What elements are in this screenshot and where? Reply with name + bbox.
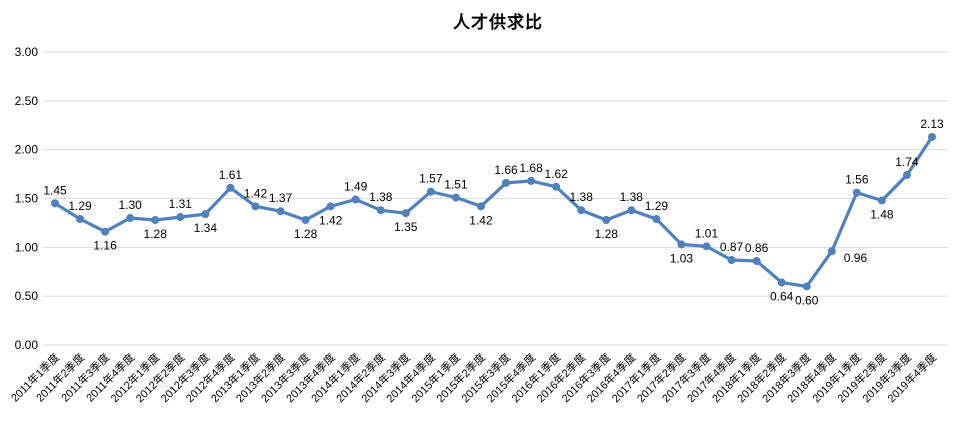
data-point-marker <box>702 242 711 251</box>
data-point-marker <box>527 176 536 185</box>
data-point-label: 1.42 <box>244 186 268 200</box>
data-point-label: 1.38 <box>620 190 644 204</box>
data-point-label: 1.42 <box>319 213 343 227</box>
data-point-marker <box>476 202 485 211</box>
data-point-label: 1.45 <box>43 183 67 197</box>
data-point-label: 1.56 <box>845 173 869 187</box>
data-point-marker <box>201 210 210 219</box>
data-point-marker <box>752 257 761 266</box>
gridlines <box>43 51 948 346</box>
data-point-label: 1.03 <box>670 251 694 265</box>
data-point-marker <box>827 247 836 256</box>
series-line <box>53 135 934 288</box>
y-axis-labels: 0.00 0.50 1.00 1.50 2.00 2.50 3.00 <box>15 45 39 352</box>
data-series <box>51 132 936 291</box>
data-point-label: 1.28 <box>294 227 318 241</box>
data-point-marker <box>627 206 636 215</box>
data-point-marker <box>552 182 561 191</box>
data-point-label: 1.66 <box>494 163 518 177</box>
data-point-marker <box>326 202 335 211</box>
data-point-label: 1.01 <box>695 226 719 240</box>
data-point-label: 1.31 <box>169 197 193 211</box>
data-point-marker <box>677 240 686 249</box>
data-point-marker <box>902 171 911 180</box>
data-point-label: 1.35 <box>394 220 418 234</box>
data-point-label: 1.38 <box>369 190 393 204</box>
data-point-marker <box>777 278 786 287</box>
data-point-label: 0.96 <box>844 251 868 265</box>
data-point-label: 1.42 <box>469 213 493 227</box>
data-point-marker <box>401 209 410 218</box>
data-point-marker <box>802 282 811 291</box>
data-point-marker <box>451 193 460 202</box>
data-point-label: 1.48 <box>870 207 894 221</box>
data-point-marker <box>226 183 235 192</box>
data-point-marker <box>877 196 886 205</box>
data-point-label: 1.28 <box>595 227 619 241</box>
data-point-label: 1.28 <box>144 227 168 241</box>
data-point-label: 1.29 <box>68 199 92 213</box>
data-point-label: 1.30 <box>118 198 142 212</box>
data-point-marker <box>51 199 59 208</box>
chart-title: 人才供求比 <box>453 12 543 32</box>
data-point-marker <box>928 132 936 141</box>
data-point-marker <box>602 215 611 224</box>
x-axis-labels: 2011年1季度2011年2季度2011年3季度2011年4季度2012年1季度… <box>8 350 939 405</box>
data-point-marker <box>276 207 285 216</box>
data-point-marker <box>652 215 661 224</box>
data-point-label: 1.51 <box>444 178 468 192</box>
data-point-label: 1.57 <box>419 172 443 186</box>
data-point-label: 0.60 <box>795 293 819 307</box>
data-point-marker <box>126 214 135 223</box>
y-axis-tick-label: 3.00 <box>15 45 39 59</box>
data-point-marker <box>251 202 260 211</box>
data-point-label: 1.34 <box>194 221 218 235</box>
y-axis-tick-label: 2.00 <box>15 143 39 157</box>
data-point-label: 0.64 <box>770 289 794 303</box>
data-point-label: 1.74 <box>895 155 919 169</box>
y-axis-tick-label: 1.50 <box>15 192 39 206</box>
data-point-marker <box>852 188 861 197</box>
data-point-marker <box>151 215 160 224</box>
data-point-marker <box>376 206 385 215</box>
data-point-marker <box>502 178 511 187</box>
data-point-label: 1.37 <box>269 191 293 205</box>
data-point-label: 1.49 <box>344 179 368 193</box>
data-point-labels: 1.451.291.161.301.281.311.341.611.42 1.37… <box>43 117 944 307</box>
y-axis-tick-label: 2.50 <box>15 94 39 108</box>
data-point-label: 1.68 <box>519 161 543 175</box>
data-point-label: 1.29 <box>645 199 669 213</box>
data-point-label: 0.87 <box>720 240 744 254</box>
data-point-label: 1.38 <box>570 190 594 204</box>
data-point-marker <box>426 187 435 196</box>
data-point-marker <box>577 206 586 215</box>
data-point-label: 0.86 <box>745 241 769 255</box>
data-point-label: 2.13 <box>920 117 944 131</box>
y-axis-tick-label: 1.00 <box>15 240 39 254</box>
y-axis-tick-label: 0.50 <box>15 289 39 303</box>
data-point-marker <box>727 256 736 265</box>
data-point-marker <box>176 213 185 222</box>
y-axis-tick-label: 0.00 <box>15 338 39 352</box>
data-point-marker <box>76 215 85 224</box>
data-point-label: 1.62 <box>544 167 568 181</box>
data-point-marker <box>351 195 360 204</box>
data-point-marker <box>301 215 310 224</box>
data-point-label: 1.61 <box>219 168 243 182</box>
data-point-label: 1.16 <box>93 239 117 253</box>
data-point-marker <box>101 227 110 236</box>
